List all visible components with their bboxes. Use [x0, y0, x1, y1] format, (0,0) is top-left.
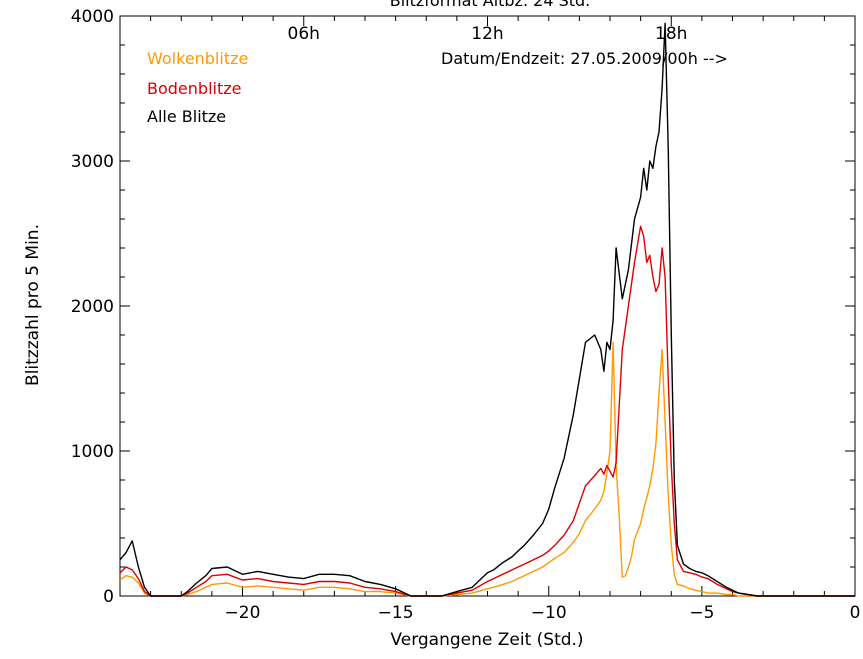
endtime-annotation: Datum/Endzeit: 27.05.2009/00h --> — [441, 49, 728, 68]
x-tick-label: −20 — [225, 603, 261, 623]
x-tick-label: −10 — [531, 603, 567, 623]
y-axis-title: Blitzzahl pro 5 Min. — [23, 224, 43, 386]
y-axis-ticks: 0 1000 2000 3000 4000 — [71, 7, 855, 607]
y-tick-label: 1000 — [71, 442, 114, 462]
series-bodenblitze — [119, 225, 855, 597]
top-axis-ticks: 06h 12h 18h — [119, 16, 825, 44]
y-tick-label: 0 — [103, 587, 114, 607]
top-tick-label: 12h — [471, 24, 503, 44]
series-wolkenblitze — [119, 341, 855, 597]
legend-item-alle-blitze: Alle Blitze — [147, 107, 226, 126]
x-axis-title: Vergangene Zeit (Std.) — [390, 630, 583, 650]
x-tick-label: 0 — [850, 603, 861, 623]
legend: Wolkenblitze Bodenblitze Alle Blitze — [147, 49, 248, 126]
plot-area — [119, 15, 856, 597]
y-tick-label: 2000 — [71, 297, 114, 317]
chart-title: Blitzformat Altbz. 24 Std. — [390, 0, 591, 10]
y-tick-label: 4000 — [71, 7, 114, 27]
x-axis-ticks: −20 −15 −10 −5 0 — [119, 586, 861, 623]
x-tick-label: −5 — [689, 603, 714, 623]
top-tick-label: 18h — [655, 24, 687, 44]
x-tick-label: −15 — [378, 603, 414, 623]
series-alle-blitze — [119, 22, 855, 597]
legend-item-wolkenblitze: Wolkenblitze — [147, 49, 248, 68]
top-tick-label: 06h — [288, 24, 320, 44]
plot-frame — [119, 15, 856, 597]
legend-item-bodenblitze: Bodenblitze — [147, 79, 241, 98]
series-lines — [119, 22, 855, 597]
y-tick-label: 3000 — [71, 152, 114, 172]
